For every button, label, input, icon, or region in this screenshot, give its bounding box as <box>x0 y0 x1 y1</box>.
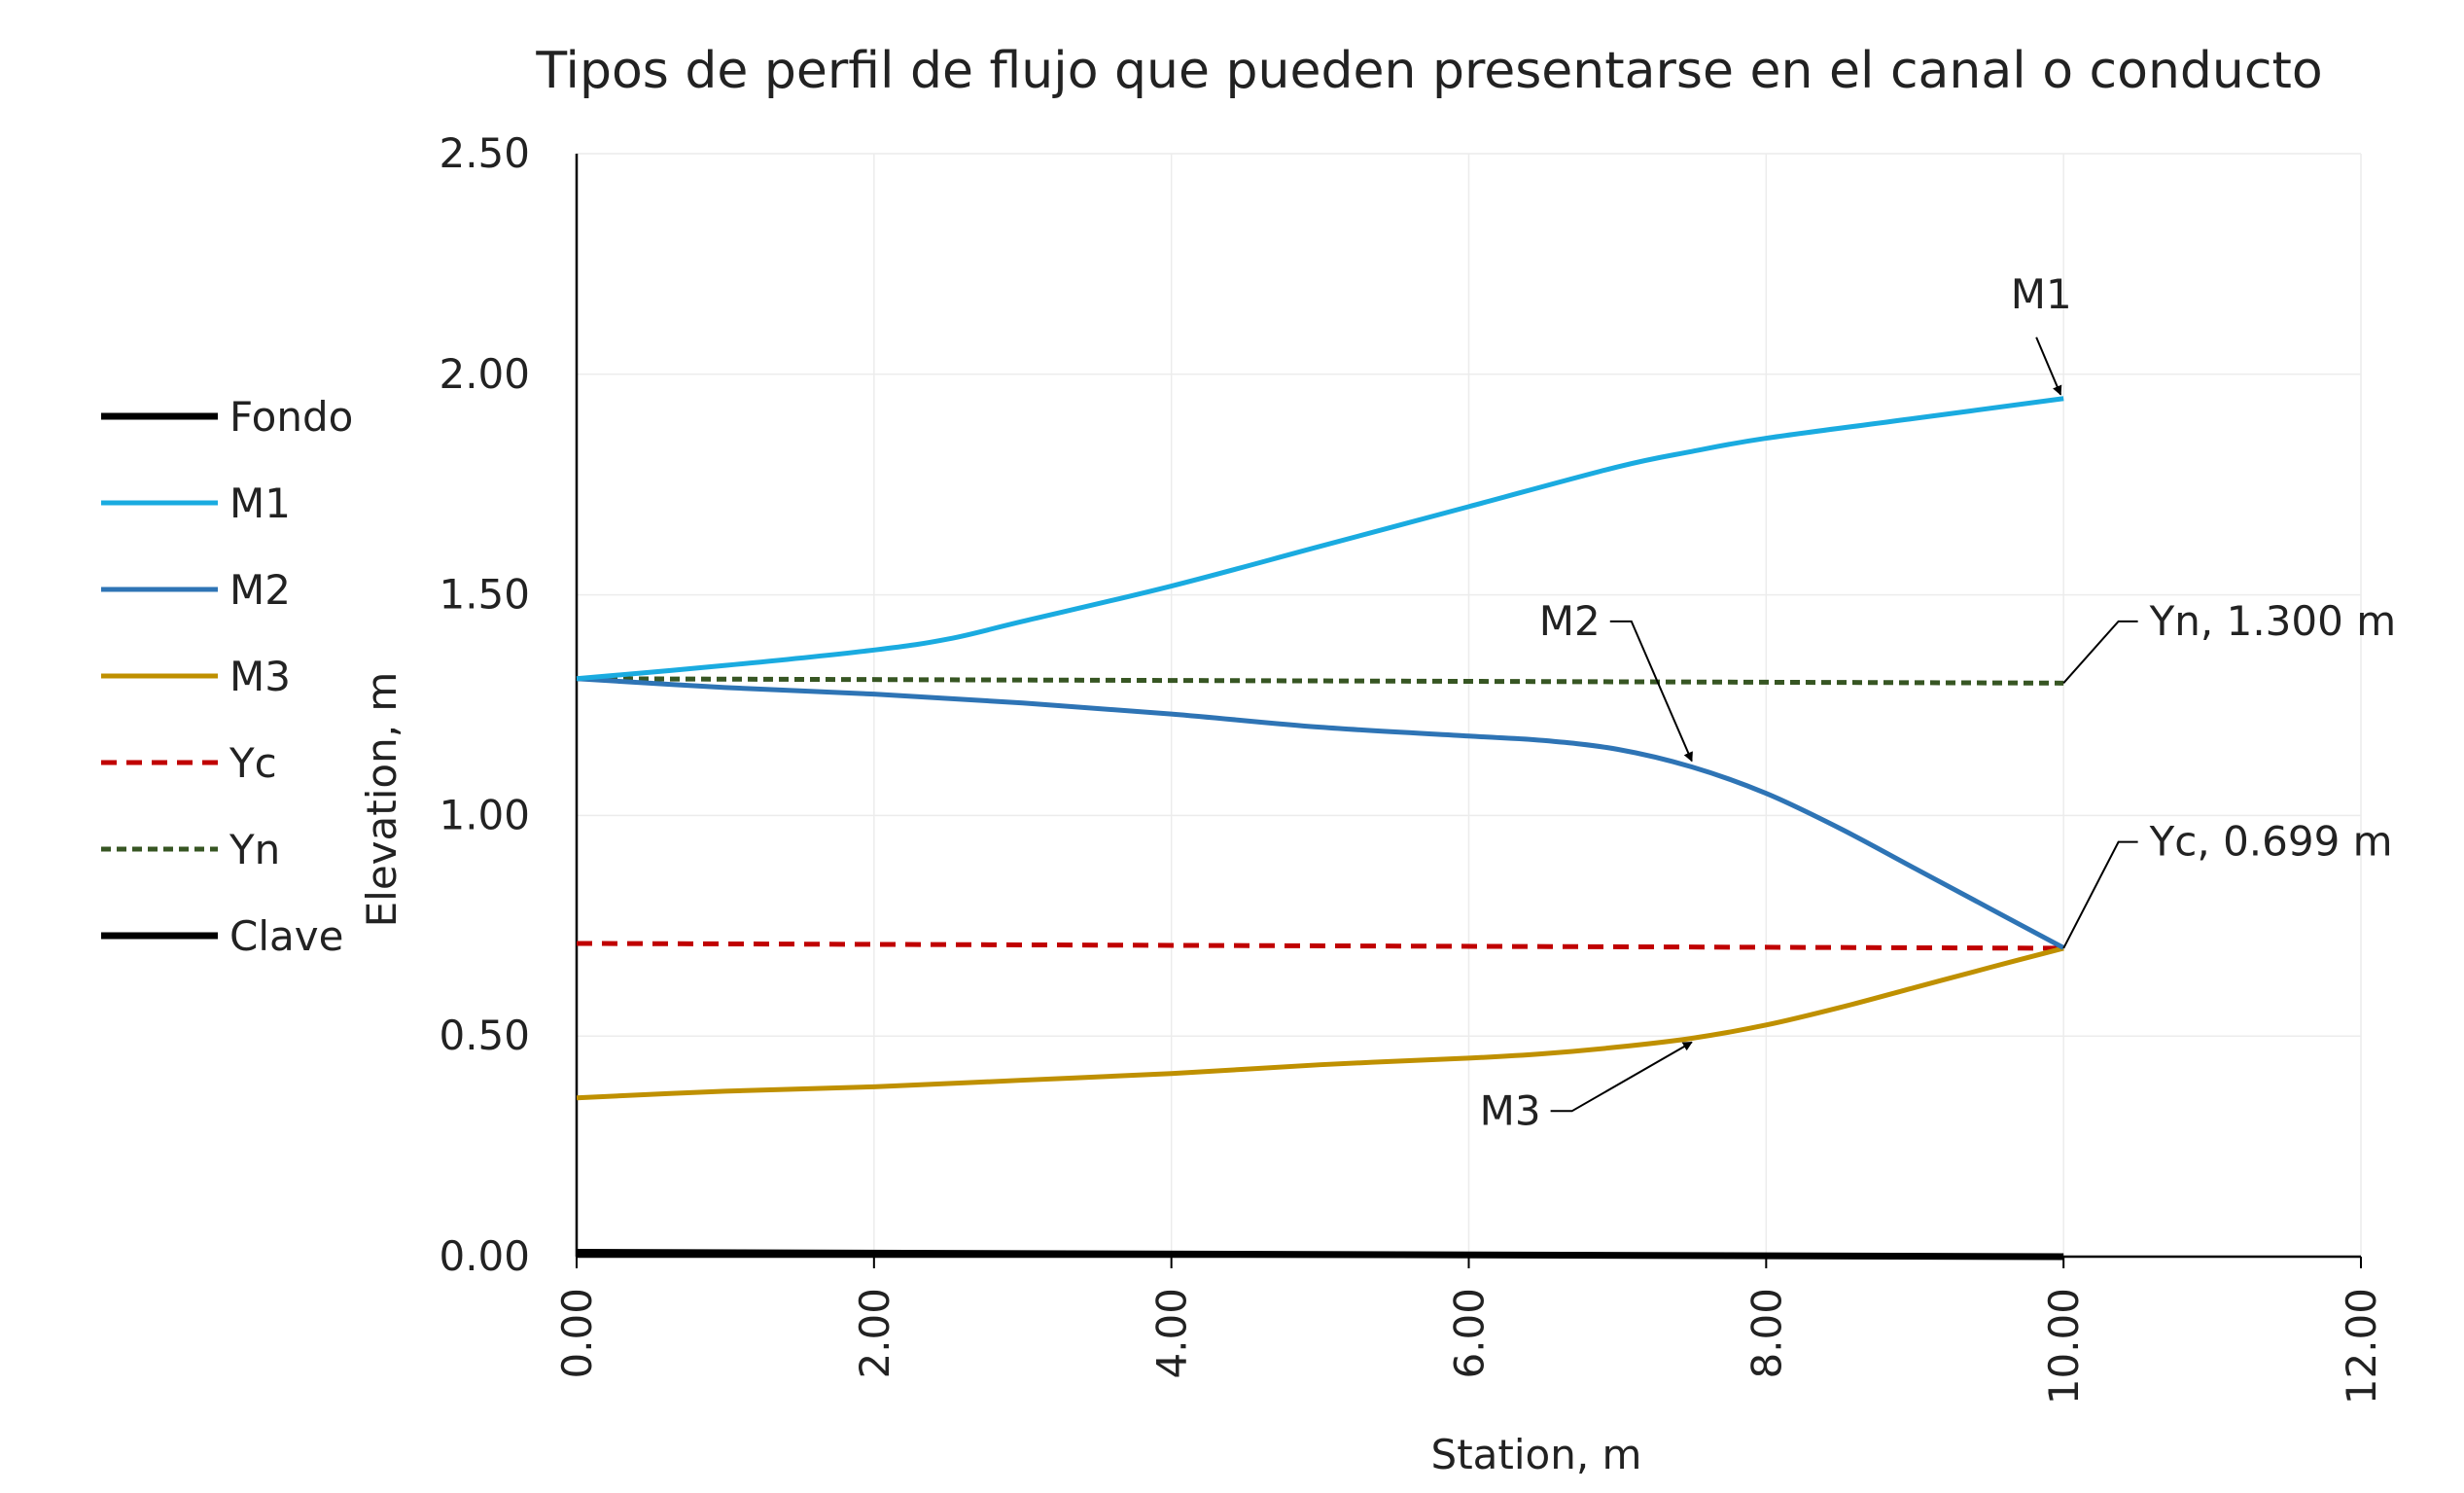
y-tick-label: 1.50 <box>439 571 530 619</box>
annotation-leader-yc <box>2062 840 2138 949</box>
x-tick-label: 12.00 <box>2338 1288 2385 1404</box>
y-tick-label: 0.50 <box>439 1012 530 1059</box>
x-tick-label: 6.00 <box>1446 1288 1494 1379</box>
legend-label-m2: M2 <box>229 566 291 614</box>
series-line-yc <box>576 941 2064 951</box>
annotation-label-m2: M2 <box>1539 597 1601 645</box>
series-line-m2 <box>576 676 2065 950</box>
legend-label-fondo: Fondo <box>229 393 353 441</box>
series-line-m1 <box>576 396 2064 682</box>
chart-title: Tipos de perfil de flujo que pueden pres… <box>535 42 2322 100</box>
series-line-fondo <box>576 1248 2064 1261</box>
annotation-label-m1: M1 <box>2011 270 2072 318</box>
gridlines <box>577 153 2362 1257</box>
annotation-label-yn: Yn, 1.300 m <box>2149 597 2396 645</box>
x-tick-label: 0.00 <box>553 1288 601 1379</box>
annotation-leader-yn <box>2062 620 2138 684</box>
y-tick-label: 2.00 <box>439 350 530 398</box>
x-tick-label: 10.00 <box>2040 1288 2088 1404</box>
series-line-m3 <box>576 945 2064 1101</box>
legend-label-yn: Yn <box>229 826 280 873</box>
annotation-label-m3: M3 <box>1480 1086 1541 1134</box>
x-axis-label: Station, m <box>1431 1431 1642 1478</box>
legend-label-m1: M1 <box>229 480 291 527</box>
series-line-yn <box>576 676 2064 686</box>
annotation-layer: M1 M2 M3 Yn, 1.300 m Yc, 0.699 m <box>1480 270 2396 1135</box>
legend-label-m3: M3 <box>229 653 291 700</box>
y-tick-label: 1.00 <box>439 791 530 838</box>
annotation-arrow-m1 <box>2035 337 2062 396</box>
x-tick-label: 8.00 <box>1742 1288 1790 1379</box>
y-axis-label: Elevation, m <box>358 672 405 928</box>
legend-label-clave: Clave <box>229 912 343 960</box>
legend: Fondo M1 M2 M3 Yc Yn Clave <box>101 393 353 960</box>
series-layer <box>576 396 2065 1261</box>
annotation-arrow-m2 <box>1609 620 1693 763</box>
annotation-label-yc: Yc, 0.699 m <box>2149 818 2393 866</box>
tick-labels: 0.00 0.50 1.00 1.50 2.00 2.50 0.00 2.00 4.00 6.00… <box>439 129 2385 1404</box>
annotation-arrow-m3 <box>1550 1041 1693 1113</box>
x-tick-label: 4.00 <box>1148 1288 1196 1379</box>
y-tick-label: 0.00 <box>439 1232 530 1280</box>
x-tick-label: 2.00 <box>851 1288 898 1379</box>
y-tick-label: 2.50 <box>439 129 530 177</box>
legend-label-yc: Yc <box>229 739 277 787</box>
